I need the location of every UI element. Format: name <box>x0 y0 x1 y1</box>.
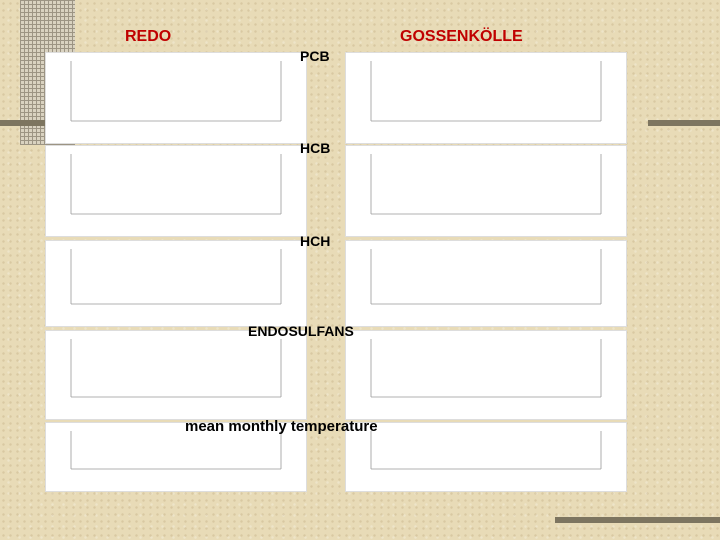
panel-label: PCB <box>300 48 330 64</box>
panel-label: ENDOSULFANS <box>248 323 354 339</box>
panel-label: HCB <box>300 140 331 156</box>
panel-axes <box>70 249 282 305</box>
bar-decoration <box>0 120 46 126</box>
panel-axes <box>70 431 282 470</box>
chart-panel <box>345 52 627 144</box>
panel-label: mean monthly temperature <box>185 418 378 435</box>
site-label: REDO <box>125 28 172 45</box>
chart-panel <box>45 145 307 237</box>
panel-label: HCH <box>300 233 331 249</box>
panel-axes <box>70 154 282 215</box>
chart-panel <box>345 422 627 492</box>
chart-panel <box>45 330 307 420</box>
panel-axes <box>70 339 282 398</box>
chart-panel <box>45 52 307 144</box>
chart-panel <box>345 145 627 237</box>
chart-panel <box>345 240 627 327</box>
site-label: GOSSENKÖLLE <box>400 28 523 45</box>
chart-panel <box>345 330 627 420</box>
panel-axes <box>370 61 602 122</box>
panel-axes <box>370 431 602 470</box>
chart-panel <box>45 422 307 492</box>
bar-decoration <box>555 517 720 523</box>
panel-axes <box>70 61 282 122</box>
panel-axes <box>370 339 602 398</box>
panel-axes <box>370 249 602 305</box>
panel-axes <box>370 154 602 215</box>
bar-decoration <box>648 120 720 126</box>
chart-panel <box>45 240 307 327</box>
